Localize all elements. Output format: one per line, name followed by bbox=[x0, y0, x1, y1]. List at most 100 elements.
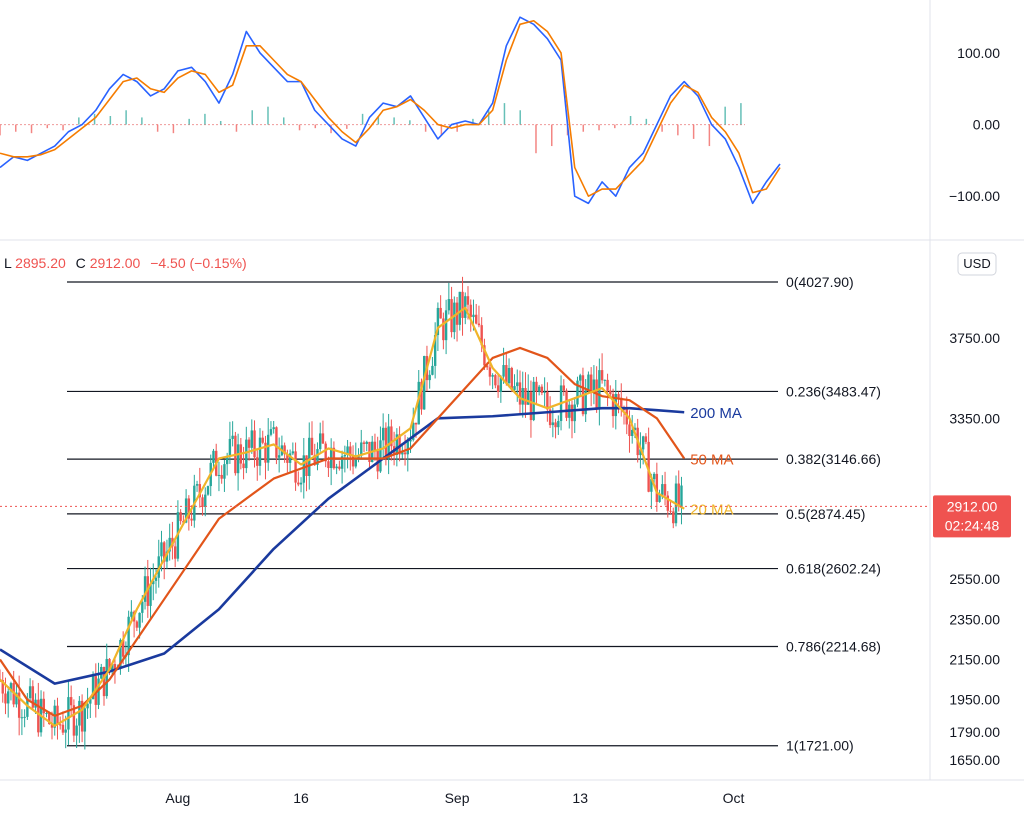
candle-body bbox=[245, 439, 248, 469]
macd-axis-tick: −100.00 bbox=[949, 188, 1000, 204]
candle-body bbox=[387, 426, 390, 459]
candle-body bbox=[401, 452, 404, 455]
ma-20-line bbox=[0, 306, 685, 727]
candle-body bbox=[611, 394, 615, 417]
candle-body bbox=[7, 691, 10, 704]
price-axis-tick: 2350.00 bbox=[949, 611, 1000, 627]
candle-body bbox=[173, 546, 177, 559]
candle-body bbox=[677, 483, 680, 507]
ohlc-low-value: 2895.20 bbox=[15, 255, 66, 271]
candle-body bbox=[537, 386, 541, 392]
candle-body bbox=[450, 299, 453, 333]
candle-body bbox=[335, 466, 338, 469]
ohlc-low-key: L bbox=[4, 255, 12, 271]
currency-badge[interactable]: USD bbox=[957, 252, 997, 276]
candle-body bbox=[59, 724, 62, 726]
candle-body bbox=[217, 474, 221, 476]
candle-body bbox=[587, 374, 590, 391]
candle-body bbox=[321, 433, 325, 444]
candle-body bbox=[121, 639, 125, 657]
ohlc-close-value: 2912.00 bbox=[90, 255, 141, 271]
candle-body bbox=[617, 393, 620, 398]
candle-body bbox=[658, 494, 661, 502]
price-axis-tick: 3750.00 bbox=[949, 330, 1000, 346]
candle-body bbox=[50, 724, 54, 728]
candle-body bbox=[138, 612, 141, 628]
candle-body bbox=[72, 705, 76, 736]
ohlc-close-key: C bbox=[76, 255, 86, 271]
candle-body bbox=[518, 382, 522, 405]
time-axis-tick: Oct bbox=[723, 790, 745, 806]
candle-body bbox=[458, 291, 461, 325]
candle-body bbox=[15, 692, 18, 705]
candle-body bbox=[340, 456, 344, 469]
candle-body bbox=[546, 391, 549, 410]
currency-badge-frame[interactable] bbox=[957, 252, 997, 276]
ma-label: 50 MA bbox=[690, 451, 733, 468]
price-axis-tick: 1950.00 bbox=[949, 692, 1000, 708]
candle-body bbox=[184, 498, 188, 523]
candle-body bbox=[384, 427, 388, 459]
candle-body bbox=[516, 382, 519, 387]
candle-body bbox=[589, 374, 593, 392]
candle-body bbox=[480, 325, 483, 346]
candle-body bbox=[310, 437, 314, 455]
candle-body bbox=[639, 449, 642, 456]
candle-body bbox=[308, 437, 311, 477]
candle-body bbox=[373, 441, 377, 451]
candle-body bbox=[652, 473, 656, 480]
candle-body bbox=[423, 356, 426, 410]
candle-body bbox=[529, 392, 533, 421]
price-axis-tick: 2150.00 bbox=[949, 651, 1000, 667]
candle-body bbox=[149, 584, 152, 606]
candle-body bbox=[247, 439, 251, 448]
candle-body bbox=[433, 335, 437, 366]
currency-badge-label[interactable]: USD bbox=[963, 256, 990, 271]
ma-label: 20 MA bbox=[690, 502, 733, 519]
candle-body bbox=[204, 494, 207, 507]
candle-body bbox=[491, 375, 494, 377]
candle-body bbox=[45, 713, 48, 715]
candle-body bbox=[609, 390, 612, 395]
candle-body bbox=[633, 427, 637, 430]
candle-body bbox=[409, 439, 412, 442]
candle-body bbox=[42, 698, 45, 714]
candle-body bbox=[187, 498, 191, 519]
candle-body bbox=[97, 678, 100, 705]
candle-body bbox=[507, 367, 511, 384]
candle-body bbox=[354, 458, 357, 467]
macd-axis-tick: 0.00 bbox=[973, 117, 1000, 133]
candle-body bbox=[614, 393, 617, 417]
fib-level-label: 0.786(2214.68) bbox=[786, 638, 881, 654]
candle-body bbox=[228, 438, 232, 458]
candle-body bbox=[9, 683, 13, 692]
candle-body bbox=[431, 365, 434, 375]
candle-body bbox=[37, 699, 40, 733]
price-tag-countdown: 02:24:48 bbox=[945, 517, 1000, 533]
candle-body bbox=[551, 422, 555, 426]
candle-body bbox=[313, 454, 316, 465]
candle-body bbox=[631, 429, 634, 437]
time-axis-tick: Aug bbox=[165, 790, 190, 806]
candle-body bbox=[48, 713, 51, 725]
candle-body bbox=[351, 456, 355, 467]
fib-level-label: 1(1721.00) bbox=[786, 738, 854, 754]
macd-panel[interactable] bbox=[0, 16, 781, 205]
candle-body bbox=[277, 455, 281, 458]
price-axis-tick: 2550.00 bbox=[949, 571, 1000, 587]
candle-body bbox=[403, 452, 407, 455]
candle-body bbox=[198, 484, 201, 498]
candle-body bbox=[557, 421, 560, 428]
candle-body bbox=[524, 388, 527, 405]
candle-body bbox=[442, 318, 445, 341]
price-panel[interactable]: 0(4027.90) 0.236(3483.47) 0.382(3146.66) 0.… bbox=[0, 274, 930, 754]
ma-label: 200 MA bbox=[690, 405, 742, 422]
candle-body bbox=[256, 457, 259, 466]
time-axis-tick: 13 bbox=[572, 790, 588, 806]
candle-body bbox=[620, 397, 623, 410]
candle-body bbox=[592, 379, 596, 392]
candle-body bbox=[666, 495, 669, 511]
candle-body bbox=[502, 365, 505, 377]
candle-body bbox=[297, 482, 300, 485]
candle-body bbox=[565, 390, 568, 418]
